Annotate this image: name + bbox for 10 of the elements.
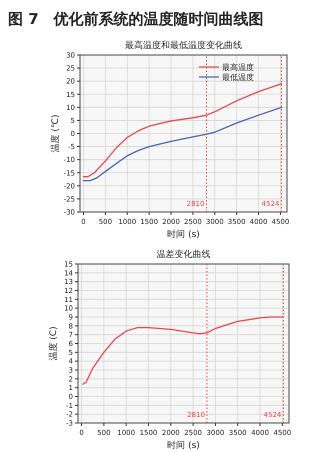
legend-label: 最低温度 xyxy=(222,73,254,82)
x-axis-title: 时间 (s) xyxy=(167,229,200,240)
y-axis-title: 温度 (℃) xyxy=(50,114,61,152)
line-series xyxy=(82,106,282,182)
y-axis-title: 温度 (C) xyxy=(48,326,59,361)
chart-subtitle: 最高温度和最低温度变化曲线 xyxy=(125,40,242,51)
x-axis-title: 时间 (s) xyxy=(167,440,200,451)
legend-label: 最高温度 xyxy=(222,63,254,72)
chart-title: 温差变化曲线 xyxy=(156,249,210,260)
chart-title: 图 7 优化前系统的温度随时间曲线图 xyxy=(8,10,264,28)
